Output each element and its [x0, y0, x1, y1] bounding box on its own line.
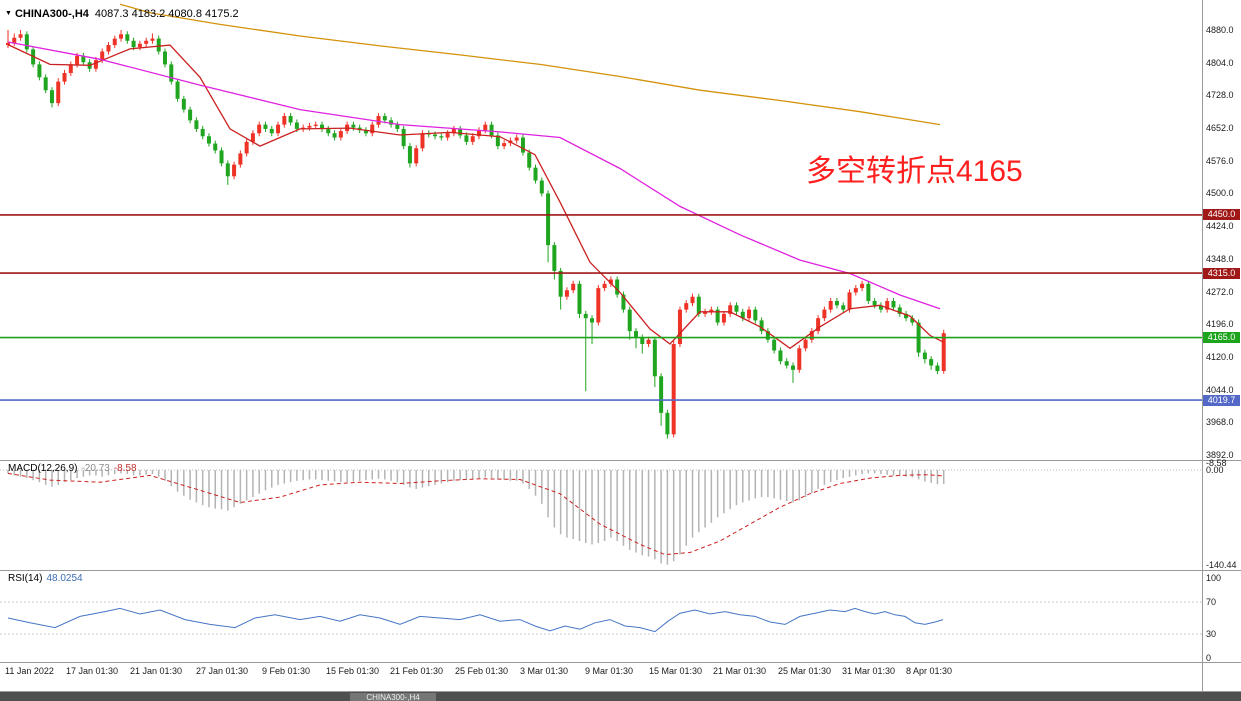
- ma-fast-line: [7, 44, 944, 350]
- annotation-text[interactable]: 多空转折点4165: [806, 155, 1023, 188]
- chart-tab[interactable]: CHINA300-,H4: [350, 693, 436, 701]
- macd-signal-line: [7, 472, 944, 556]
- ma-mid-line: [7, 41, 941, 310]
- macd-main-value: -20.73: [81, 463, 110, 474]
- chart-title-ohlc: 4087.3 4183.2 4080.8 4175.2: [94, 8, 239, 20]
- rsi-line: [7, 607, 944, 633]
- bottom-tab-bar: CHINA300-,H4: [0, 692, 1241, 701]
- rsi-label: RSI(14) 48.0254: [8, 573, 83, 584]
- rsi-params: RSI(14): [8, 573, 43, 584]
- chart-title: ▼ CHINA300-,H4 4087.3 4183.2 4080.8 4175.2: [5, 8, 239, 20]
- macd-signal-value: -8.58: [113, 463, 137, 474]
- chart-title-symbol: CHINA300-,H4: [14, 8, 89, 20]
- macd-label: MACD(12,26,9) -20.73 -8.58: [8, 463, 137, 474]
- macd-params: MACD(12,26,9): [8, 463, 78, 474]
- rsi-value: 48.0254: [46, 573, 83, 584]
- symbol-dropdown-icon[interactable]: ▼: [5, 10, 12, 17]
- macd-histogram: [7, 470, 945, 565]
- ma-slow-line: [119, 3, 941, 126]
- candles: [6, 30, 946, 439]
